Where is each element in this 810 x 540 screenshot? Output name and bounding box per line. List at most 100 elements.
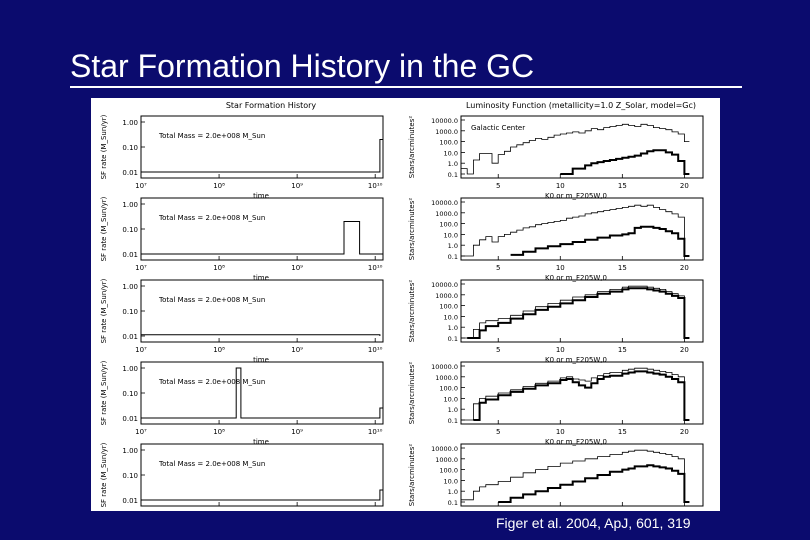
slide-title: Star Formation History in the GC — [70, 48, 535, 84]
lf-ytick-label-4-4: 1.0 — [448, 488, 458, 496]
lf-xtick-label-1-3: 20 — [680, 264, 689, 272]
sfh-xtick-label-2-2: 10⁹ — [291, 346, 303, 354]
lf-xtick-label-4-0: 5 — [496, 510, 500, 511]
lf-ytick-label-0-2: 100.0 — [439, 139, 458, 147]
sfh-xtick-label-4-1: 10⁸ — [213, 510, 225, 511]
sfh-xtick-label-3-0: 10⁷ — [135, 428, 147, 436]
lf-ytick-label-2-1: 1000.0 — [435, 292, 458, 300]
sfh-ytick-label-0-1: 0.10 — [122, 144, 138, 152]
lf-xtick-label-3-0: 5 — [496, 428, 500, 436]
figure-panel: Star Formation History Luminosity Functio… — [91, 98, 720, 528]
sfh-ytick-label-3-2: 0.01 — [122, 415, 138, 423]
lf-xtick-label-3-1: 10 — [556, 428, 565, 436]
sfh-ytick-label-0-2: 0.01 — [122, 169, 138, 177]
sfh-xtick-label-1-3: 10¹⁰ — [368, 264, 383, 272]
lf-ytick-label-4-0: 10000.0 — [431, 445, 458, 453]
sfh-xtick-label-3-1: 10⁸ — [213, 428, 225, 436]
lf-xtick-label-0-0: 5 — [496, 182, 500, 190]
sfh-ylabel-3: SF rate (M_Sun/yr) — [100, 360, 108, 425]
sfh-ylabel-4: SF rate (M_Sun/yr) — [100, 442, 108, 507]
lf-thick-series-2 — [467, 287, 690, 339]
sfh-series-4 — [141, 489, 384, 501]
lf-ytick-label-2-5: 0.1 — [448, 335, 458, 343]
sfh-xtick-label-1-2: 10⁹ — [291, 264, 303, 272]
lf-ylabel-1: Stars/arcminutes² — [408, 198, 416, 261]
sfh-xlabel-1: time — [253, 274, 269, 282]
lf-ytick-label-0-1: 1000.0 — [435, 128, 458, 136]
lf-xtick-label-2-2: 15 — [618, 346, 627, 354]
lf-xtick-label-2-0: 5 — [496, 346, 500, 354]
lf-xtick-label-0-1: 10 — [556, 182, 565, 190]
lf-thick-series-3 — [473, 370, 690, 421]
lf-ytick-label-2-0: 10000.0 — [431, 281, 458, 289]
lf-ytick-label-1-3: 10.0 — [444, 231, 458, 239]
lf-xlabel-1: K0 or m_F205W,0 — [545, 274, 607, 282]
sfh-total-mass-4: Total Mass = 2.0e+008 M_Sun — [158, 460, 265, 468]
sfh-xtick-label-2-3: 10¹⁰ — [368, 346, 383, 354]
citation: Figer et al. 2004, ApJ, 601, 319 — [496, 515, 691, 531]
sfh-ytick-label-4-0: 1.00 — [122, 447, 138, 455]
lf-ytick-label-1-2: 100.0 — [439, 221, 458, 229]
lf-xtick-label-4-3: 20 — [680, 510, 689, 511]
lf-ytick-label-4-1: 1000.0 — [435, 456, 458, 464]
lf-thin-series-0 — [461, 123, 690, 175]
sfh-xtick-label-4-0: 10⁷ — [135, 510, 147, 511]
lf-ylabel-2: Stars/arcminutes² — [408, 280, 416, 343]
figure-svg: Star Formation History Luminosity Functio… — [100, 101, 704, 528]
sfh-series-3 — [141, 367, 384, 419]
sfh-panel-title: Star Formation History — [226, 101, 317, 110]
lf-thin-series-1 — [461, 204, 690, 257]
lf-ylabel-3: Stars/arcminutes² — [408, 362, 416, 425]
sfh-series-0 — [141, 139, 384, 173]
sfh-plot-frame-3 — [140, 361, 384, 425]
lf-thick-series-0 — [560, 149, 690, 175]
lf-ytick-label-1-4: 1.0 — [448, 242, 458, 250]
sfh-total-mass-1: Total Mass = 2.0e+008 M_Sun — [158, 214, 265, 222]
sfh-xtick-label-0-0: 10⁷ — [135, 182, 147, 190]
sfh-xtick-label-2-0: 10⁷ — [135, 346, 147, 354]
lf-xtick-label-4-1: 10 — [556, 510, 565, 511]
sfh-xtick-label-0-1: 10⁸ — [213, 182, 225, 190]
lf-xtick-label-1-0: 5 — [496, 264, 500, 272]
lf-ytick-label-0-4: 1.0 — [448, 160, 458, 168]
lf-xtick-label-1-2: 15 — [618, 264, 627, 272]
lf-ytick-label-2-4: 1.0 — [448, 324, 458, 332]
sfh-ytick-label-2-1: 0.10 — [122, 308, 138, 316]
lf-ytick-label-3-2: 100.0 — [439, 385, 458, 393]
lf-xlabel-3: K0 or m_F205W,0 — [545, 438, 607, 446]
sfh-xtick-label-4-3: 10¹⁰ — [368, 510, 383, 511]
sfh-xlabel-3: time — [253, 438, 269, 446]
sfh-total-mass-3: Total Mass = 2.0e+008 M_Sun — [158, 378, 265, 386]
sfh-ytick-label-1-2: 0.01 — [122, 251, 138, 259]
lf-thin-series-2 — [461, 285, 690, 339]
lf-thin-series-3 — [461, 367, 690, 421]
sfh-xtick-label-1-0: 10⁷ — [135, 264, 147, 272]
lf-ytick-label-2-3: 10.0 — [444, 313, 458, 321]
sfh-xlabel-0: time — [253, 192, 269, 200]
sfh-xtick-label-3-2: 10⁹ — [291, 428, 303, 436]
lf-ytick-label-2-2: 100.0 — [439, 303, 458, 311]
sfh-total-mass-2: Total Mass = 2.0e+008 M_Sun — [158, 296, 265, 304]
lf-xtick-label-0-3: 20 — [680, 182, 689, 190]
sfh-plot-frame-2 — [140, 279, 384, 343]
sfh-ytick-label-1-0: 1.00 — [122, 201, 138, 209]
sfh-series-2 — [141, 334, 381, 336]
lf-ytick-label-1-5: 0.1 — [448, 253, 458, 261]
sfh-ytick-label-1-1: 0.10 — [122, 226, 138, 234]
lf-ytick-label-3-0: 10000.0 — [431, 363, 458, 371]
lf-xtick-label-3-2: 15 — [618, 428, 627, 436]
lf-ytick-label-3-1: 1000.0 — [435, 374, 458, 382]
sfh-total-mass-0: Total Mass = 2.0e+008 M_Sun — [158, 132, 265, 140]
lf-ylabel-4: Stars/arcminutes² — [408, 444, 416, 507]
sfh-plot-frame-0 — [140, 115, 384, 179]
lf-panel-title: Luminosity Function (metallicity=1.0 Z_S… — [466, 101, 696, 110]
lf-xtick-label-3-3: 20 — [680, 428, 689, 436]
lf-plot-frame-1 — [460, 197, 704, 261]
sfh-ylabel-0: SF rate (M_Sun/yr) — [100, 114, 108, 179]
sfh-xtick-label-4-2: 10⁹ — [291, 510, 303, 511]
sfh-ytick-label-0-0: 1.00 — [122, 119, 138, 127]
sfh-plot-frame-4 — [140, 443, 384, 507]
lf-xlabel-0: K0 or m_F205W,0 — [545, 192, 607, 200]
lf-xlabel-2: K0 or m_F205W,0 — [545, 356, 607, 364]
title-underline — [70, 86, 742, 88]
